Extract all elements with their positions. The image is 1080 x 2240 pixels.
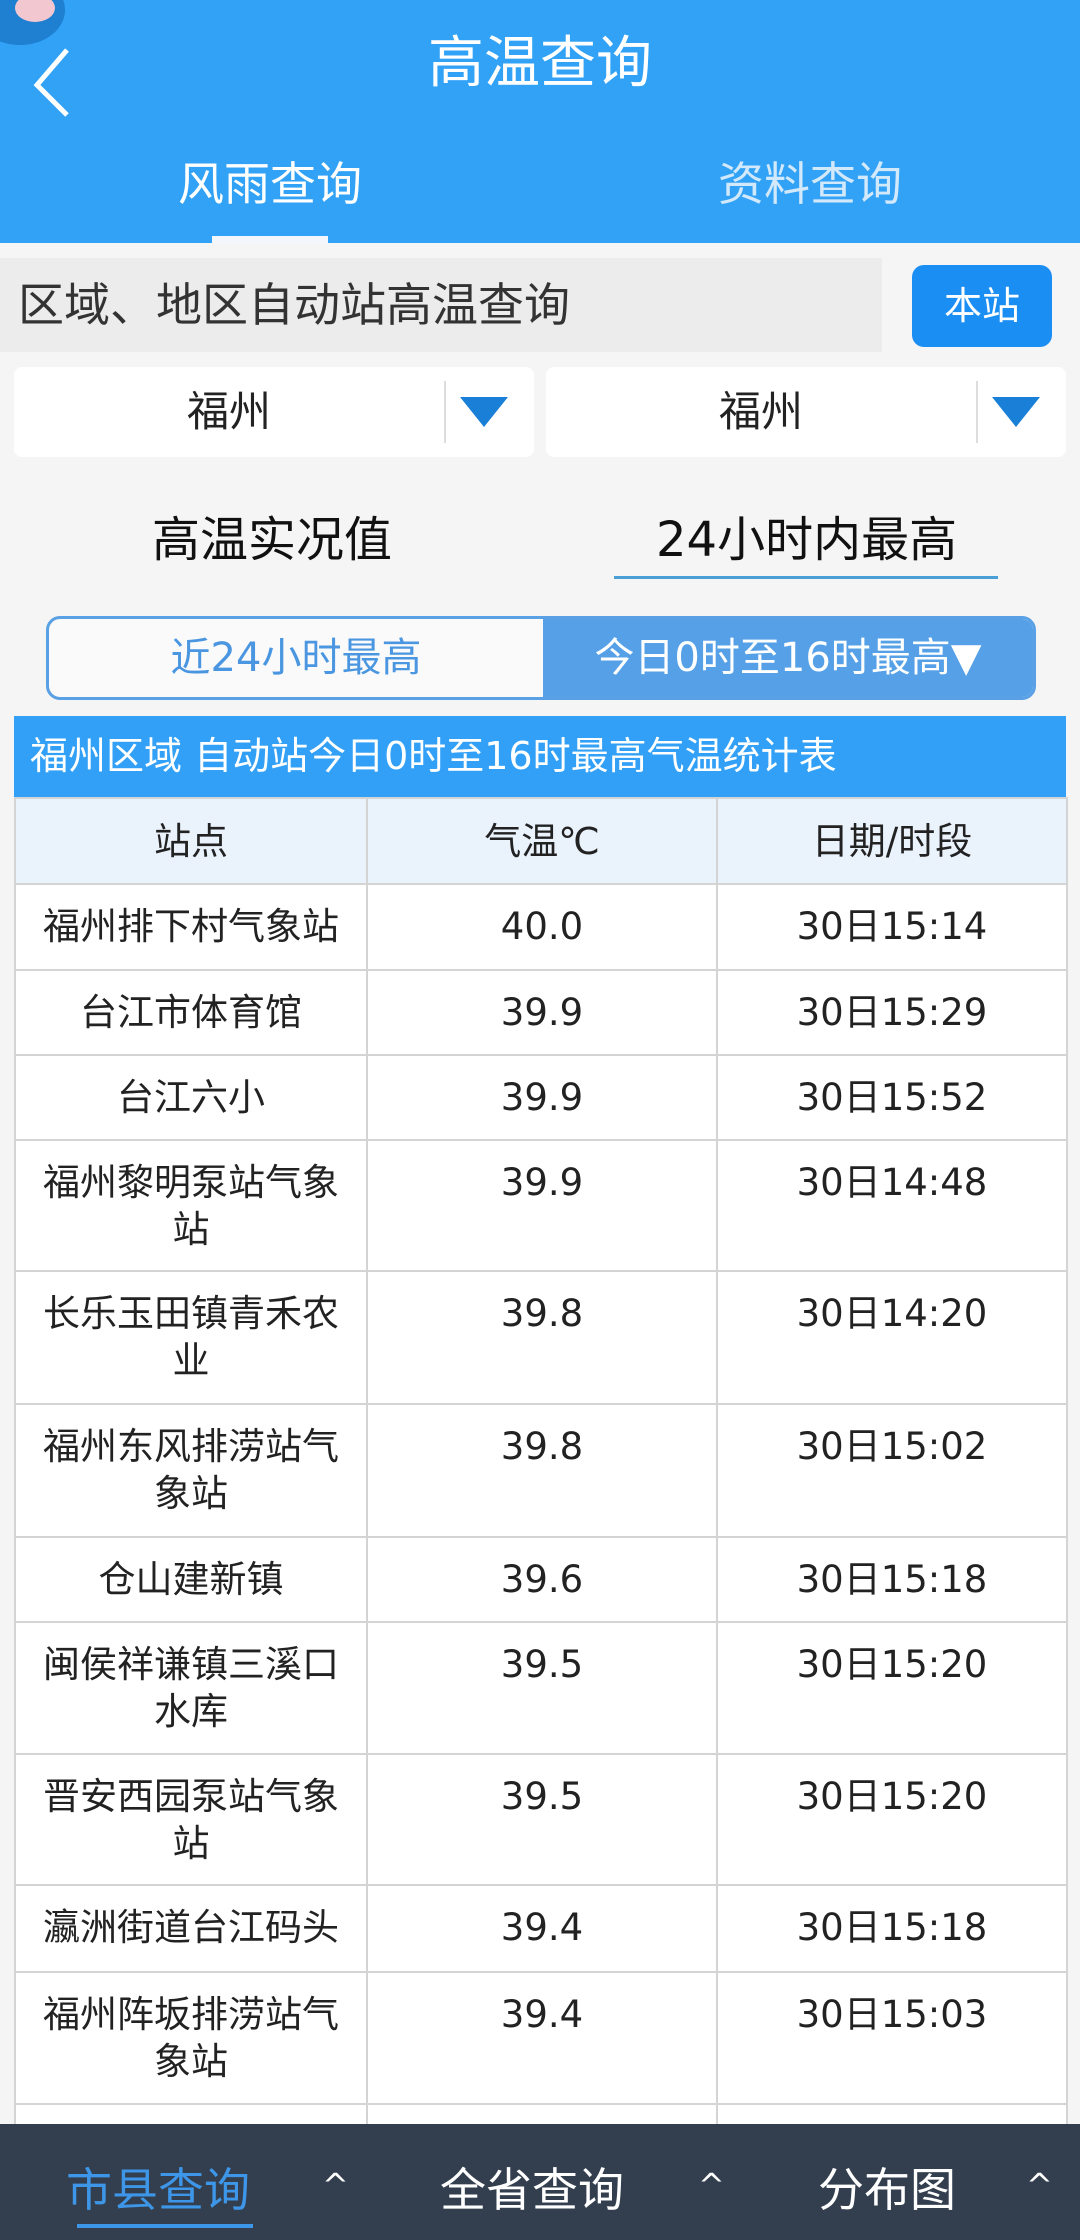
station-name: 台江六小 [14, 1054, 368, 1141]
station-name: 仓山建新镇 [14, 1536, 368, 1623]
tab-indicator [212, 236, 328, 243]
period-segment: 近24小时最高 今日0时至16时最高▼ [46, 616, 1036, 700]
table-header-row: 站点 气温℃ 日期/时段 [14, 797, 1068, 885]
subtab-realtime[interactable]: 高温实况值 [152, 512, 393, 568]
page-title: 高温查询 [428, 31, 652, 96]
region-select[interactable]: 福州 [14, 367, 534, 457]
segment-last-24h[interactable]: 近24小时最高 [170, 635, 422, 681]
table-row: 瀛洲街道台江码头 39.4 30日15:18 [14, 1884, 1068, 1973]
datetime: 30日15:18 [716, 1884, 1068, 1973]
temperature: 39.6 [366, 1536, 718, 1623]
col-datetime: 日期/时段 [716, 797, 1068, 885]
dropdown-arrow-icon[interactable] [992, 397, 1040, 427]
station-name: 长乐玉田镇青禾农业 [14, 1270, 368, 1405]
dropdown-arrow-icon[interactable] [460, 397, 508, 427]
nav-province[interactable]: 全省查询 [440, 2163, 624, 2217]
subtab-24h-max[interactable]: 24小时内最高 [656, 512, 958, 568]
mascot-logo-icon [0, 0, 65, 45]
datetime: 30日15:52 [716, 1054, 1068, 1141]
station-name: 福州东风排涝站气象站 [14, 1403, 368, 1538]
subtab-indicator [614, 576, 998, 579]
temperature: 39.5 [366, 1621, 718, 1755]
temperature: 39.9 [366, 969, 718, 1056]
local-station-button[interactable]: 本站 [912, 265, 1052, 347]
station-name: 瀛洲街道台江码头 [14, 1884, 368, 1973]
app-header: 高温查询 风雨查询 资料查询 [0, 0, 1080, 243]
temperature: 39.4 [366, 1971, 718, 2105]
table-row: 福州东风排涝站气象站 39.8 30日15:02 [14, 1403, 1068, 1538]
temperature: 39.9 [366, 1054, 718, 1141]
table-row: 台江市体育馆 39.9 30日15:29 [14, 969, 1068, 1056]
region-value: 福州 [186, 387, 271, 436]
nav-distribution-map[interactable]: 分布图 [818, 2163, 956, 2217]
area-select[interactable]: 福州 [546, 367, 1066, 457]
datetime: 30日15:14 [716, 883, 1068, 971]
query-label: 区域、地区自动站高温查询 [0, 258, 882, 352]
caret-up-icon[interactable]: ^ [698, 2166, 725, 2204]
table-row: 福州排下村气象站 40.0 30日15:14 [14, 883, 1068, 971]
station-name: 晋安西园泵站气象站 [14, 1753, 368, 1886]
datetime: 30日15:18 [716, 1536, 1068, 1623]
divider [976, 381, 978, 443]
area-value: 福州 [718, 387, 803, 436]
table-row: 福州阵坂排涝站气象站 39.4 30日15:03 [14, 1971, 1068, 2105]
station-name: 福州排下村气象站 [14, 883, 368, 971]
back-arrow-icon[interactable] [22, 40, 82, 120]
table-caption: 福州区域 自动站今日0时至16时最高气温统计表 [14, 716, 1066, 797]
table-row: 晋安西园泵站气象站 39.5 30日15:20 [14, 1753, 1068, 1886]
table-row: 台江六小 39.9 30日15:52 [14, 1054, 1068, 1141]
temperature: 39.4 [366, 1884, 718, 1973]
table-row: 闽侯祥谦镇三溪口水库 39.5 30日15:20 [14, 1621, 1068, 1755]
datetime: 30日15:29 [716, 969, 1068, 1056]
nav-city-county[interactable]: 市县查询 [66, 2163, 250, 2217]
tab-wind-rain[interactable]: 风雨查询 [178, 157, 362, 211]
datetime: 30日15:20 [716, 1753, 1068, 1886]
tab-data-query[interactable]: 资料查询 [718, 157, 902, 211]
datetime: 30日15:02 [716, 1403, 1068, 1538]
divider [444, 381, 446, 443]
segment-today-0-16[interactable]: 今日0时至16时最高▼ [543, 619, 1033, 697]
station-name: 福州黎明泵站气象站 [14, 1139, 368, 1272]
table-row: 福州黎明泵站气象站 39.9 30日14:48 [14, 1139, 1068, 1272]
col-temp: 气温℃ [366, 797, 718, 885]
temperature: 39.9 [366, 1139, 718, 1272]
temperature: 40.0 [366, 883, 718, 971]
datetime: 30日14:20 [716, 1270, 1068, 1405]
caret-up-icon[interactable]: ^ [1026, 2166, 1053, 2204]
datetime: 30日15:20 [716, 1621, 1068, 1755]
col-station: 站点 [14, 797, 368, 885]
temperature: 39.8 [366, 1403, 718, 1538]
table-row: 长乐玉田镇青禾农业 39.8 30日14:20 [14, 1270, 1068, 1405]
temperature: 39.8 [366, 1270, 718, 1405]
nav-active-indicator [77, 2224, 253, 2228]
caret-up-icon[interactable]: ^ [322, 2166, 349, 2204]
station-name: 闽侯祥谦镇三溪口水库 [14, 1621, 368, 1755]
temperature-table: 站点 气温℃ 日期/时段 福州排下村气象站 40.0 30日15:14 台江市体育馆 3… [14, 797, 1068, 2165]
temperature: 39.5 [366, 1753, 718, 1886]
station-name: 福州阵坂排涝站气象站 [14, 1971, 368, 2105]
bottom-nav: 市县查询 ^ 全省查询 ^ 分布图 ^ [0, 2124, 1080, 2240]
table-row: 仓山建新镇 39.6 30日15:18 [14, 1536, 1068, 1623]
station-name: 台江市体育馆 [14, 969, 368, 1056]
datetime: 30日14:48 [716, 1139, 1068, 1272]
datetime: 30日15:03 [716, 1971, 1068, 2105]
